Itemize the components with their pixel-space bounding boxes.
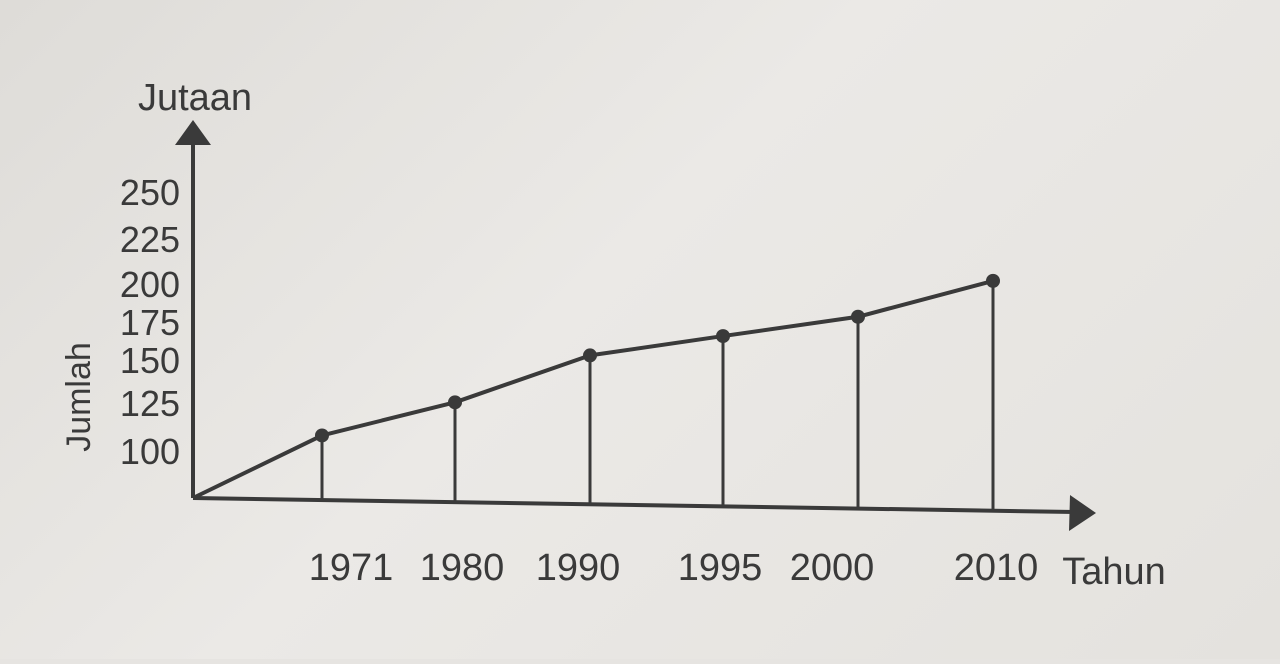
x-tick-label: 2010: [954, 547, 1039, 589]
data-point: [315, 428, 329, 443]
x-tick-label: 1971: [309, 547, 394, 589]
y-axis-title-side: Jumlah: [60, 342, 98, 452]
x-axis-arrow-icon: [1069, 495, 1096, 531]
data-point: [583, 348, 597, 363]
data-point: [448, 395, 462, 410]
series-line: [192, 278, 994, 500]
x-tick-label: 2000: [790, 547, 875, 589]
x-tick-labels: 1971 1980 1990 1995 2000 2010: [309, 547, 1039, 589]
x-tick-label: 1995: [678, 547, 763, 589]
y-axis-title-top: Jutaan: [138, 77, 252, 119]
y-axis-arrow-icon: [175, 120, 211, 145]
y-tick-label: 250: [120, 172, 180, 213]
series-line-group: [192, 278, 994, 500]
data-points: [315, 273, 1000, 443]
y-tick-label: 225: [120, 219, 180, 260]
data-point: [716, 329, 730, 344]
y-tick-label: 150: [120, 340, 180, 381]
drop-lines: [320, 280, 995, 511]
y-tick-label: 100: [120, 431, 180, 472]
y-tick-label: 175: [120, 302, 180, 343]
x-axis-title: Tahun: [1062, 551, 1166, 593]
y-tick-label: 125: [120, 383, 180, 424]
data-point: [851, 309, 865, 324]
x-tick-label: 1980: [420, 547, 505, 589]
x-axis: [192, 496, 1076, 514]
y-tick-label: 200: [120, 264, 180, 305]
x-tick-label: 1990: [536, 547, 621, 589]
data-point: [986, 273, 1000, 288]
